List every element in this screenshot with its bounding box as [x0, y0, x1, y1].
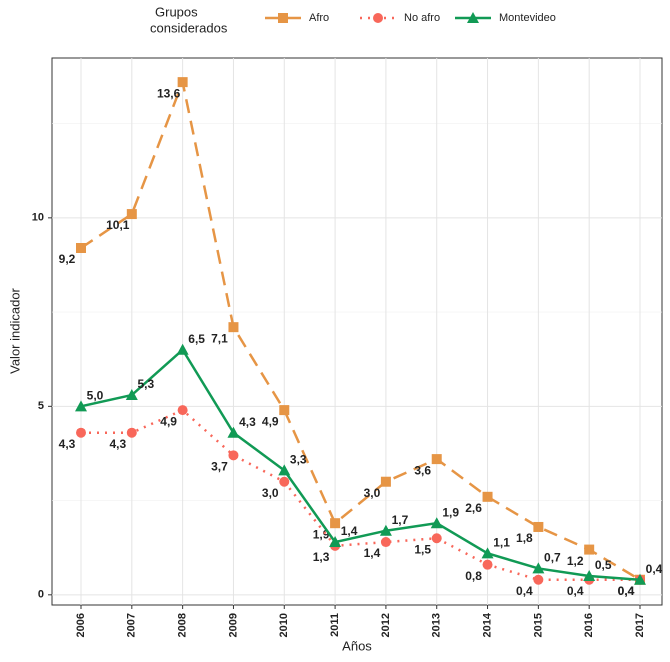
marker [279, 405, 290, 416]
x-tick-label: 2015 [532, 613, 544, 637]
marker [431, 454, 442, 465]
data-label: 1,4 [341, 524, 358, 538]
data-label: 0,8 [465, 569, 482, 583]
data-label: 0,4 [516, 584, 533, 598]
data-label: 1,2 [567, 554, 584, 568]
marker [481, 547, 494, 559]
marker [431, 533, 442, 544]
y-axis-label: Valor indicador [7, 287, 22, 373]
y-tick-label: 0 [38, 589, 44, 601]
x-tick-label: 2012 [380, 613, 392, 637]
marker [125, 389, 138, 401]
marker [380, 537, 391, 548]
data-label: 3,7 [211, 460, 228, 474]
x-tick-label: 2013 [431, 613, 443, 637]
x-tick-label: 2007 [126, 613, 138, 637]
marker [278, 464, 291, 476]
legend-label: Montevideo [499, 12, 556, 24]
marker [76, 242, 86, 253]
marker [177, 405, 188, 416]
data-label: 10,1 [106, 218, 130, 232]
marker [126, 427, 137, 438]
marker [75, 400, 87, 412]
data-label: 3,0 [262, 486, 279, 500]
data-label: 1,4 [364, 546, 381, 560]
data-label: 9,2 [59, 252, 76, 266]
data-label: 0,4 [567, 584, 584, 598]
data-label: 0,4 [618, 584, 635, 598]
marker [467, 12, 479, 23]
data-label: 1,1 [493, 536, 510, 550]
data-label: 0,4 [646, 562, 663, 576]
marker [278, 13, 288, 23]
y-tick-label: 5 [38, 400, 44, 412]
data-label: 1,3 [313, 550, 330, 564]
marker [634, 573, 646, 585]
data-label: 3,3 [290, 453, 307, 467]
data-label: 1,5 [414, 542, 431, 556]
marker [228, 450, 239, 461]
marker [373, 13, 383, 23]
panel [51, 57, 663, 606]
marker [533, 574, 544, 585]
data-label: 4,9 [160, 414, 177, 428]
data-label: 0,5 [595, 558, 612, 572]
marker [227, 426, 240, 438]
data-label: 4,3 [239, 415, 256, 429]
x-tick-label: 2006 [75, 613, 87, 637]
data-label: 4,3 [59, 437, 76, 451]
marker [228, 322, 239, 333]
x-tick-label: 2009 [227, 613, 239, 637]
legend-label: No afro [404, 12, 440, 24]
data-label: 2,6 [465, 501, 482, 515]
x-tick-label: 2016 [583, 613, 595, 637]
legend-title: considerados [150, 20, 228, 35]
marker [533, 521, 544, 532]
series-line [80, 347, 641, 581]
data-label: 4,3 [109, 437, 126, 451]
x-tick-label: 2010 [278, 613, 290, 637]
marker [329, 536, 342, 548]
marker [176, 343, 189, 355]
data-label: 1,8 [516, 531, 533, 545]
data-label: 6,5 [188, 332, 205, 346]
marker [379, 524, 392, 536]
x-tick-label: 2011 [329, 613, 341, 637]
marker [76, 427, 86, 438]
marker [380, 476, 391, 487]
data-label: 7,1 [211, 331, 228, 345]
data-label: 5,0 [87, 389, 104, 403]
data-label: 13,6 [157, 86, 181, 100]
grid [52, 58, 662, 605]
marker [330, 518, 341, 529]
data-label: 4,9 [262, 414, 279, 428]
data-label: 5,3 [137, 377, 154, 391]
data-label: 0,4 [618, 584, 635, 598]
data-label: 3,6 [414, 463, 431, 477]
series-line [80, 77, 641, 581]
x-tick-label: 2017 [634, 613, 646, 637]
marker [482, 559, 493, 570]
x-axis-label: Años [342, 638, 372, 653]
data-label: 0,7 [544, 551, 561, 565]
marker [532, 562, 545, 574]
data-label: 1,9 [442, 505, 459, 519]
legend-label: Afro [309, 12, 329, 24]
marker [279, 476, 290, 487]
data-label: 1,9 [313, 527, 330, 541]
marker [482, 491, 493, 502]
x-tick-label: 2014 [481, 612, 493, 637]
marker [584, 544, 595, 555]
marker [430, 517, 443, 529]
x-tick-label: 2008 [177, 613, 189, 637]
legend-title: Grupos [155, 4, 198, 19]
y-tick-label: 10 [32, 212, 44, 224]
series-line [81, 408, 640, 581]
marker [126, 209, 137, 220]
data-label: 3,0 [364, 486, 381, 500]
marker [177, 77, 188, 88]
data-label: 1,7 [392, 513, 409, 527]
marker [583, 569, 596, 581]
